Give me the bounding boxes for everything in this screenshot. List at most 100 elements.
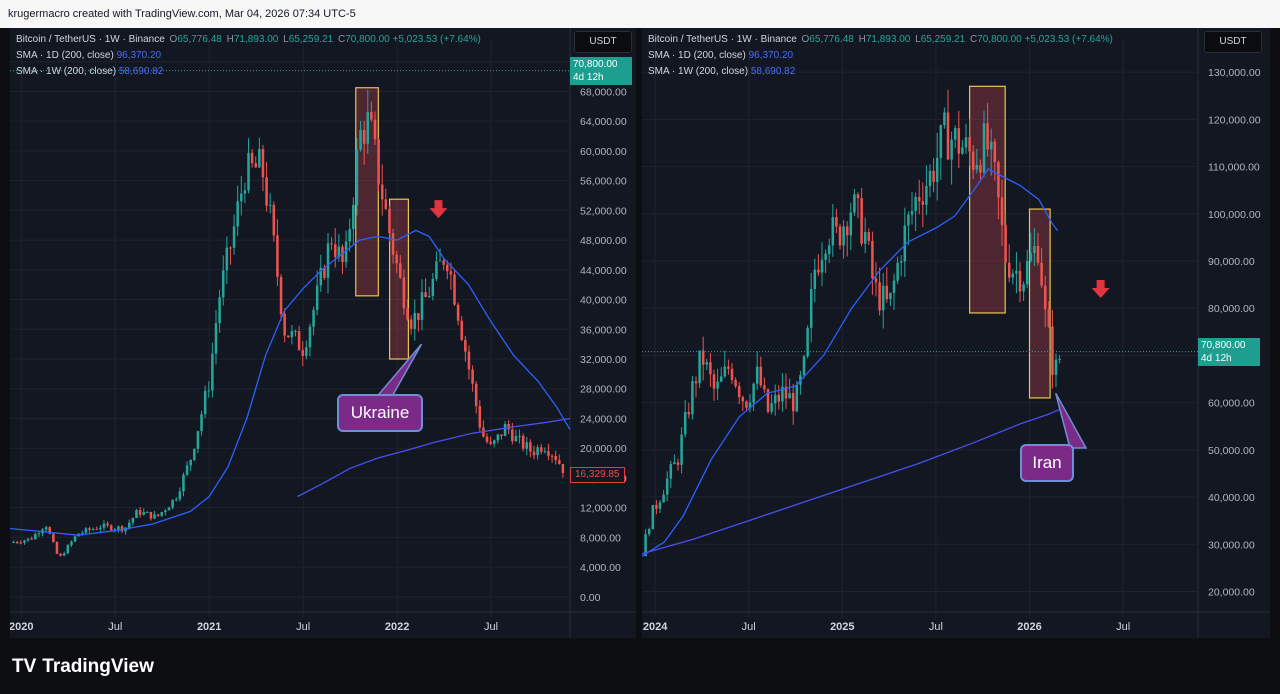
candle-body bbox=[189, 459, 192, 466]
candle-body bbox=[1022, 284, 1025, 292]
candle-body bbox=[511, 429, 514, 442]
candle-body bbox=[1007, 262, 1011, 278]
candle-body bbox=[431, 278, 435, 296]
symbol-legend-left: Bitcoin / TetherUS · 1W · Binance O65,77… bbox=[16, 34, 481, 45]
candle-body bbox=[982, 123, 986, 173]
candle-body bbox=[207, 390, 211, 392]
candle-body bbox=[737, 386, 741, 398]
candle-body bbox=[759, 366, 763, 386]
candle-body bbox=[1018, 270, 1022, 292]
sma-1d-label: SMA · 1D (200, close) bbox=[16, 50, 114, 61]
tradingview-logo[interactable]: TV TradingView bbox=[12, 656, 154, 678]
candle-body bbox=[265, 177, 268, 206]
candle-body bbox=[330, 243, 333, 245]
x-tick-label: 2021 bbox=[197, 621, 221, 633]
candle-body bbox=[489, 441, 492, 444]
candle-body bbox=[373, 119, 377, 140]
price-marker-label: 16,329.85 bbox=[570, 467, 625, 484]
high-key: H bbox=[226, 34, 234, 45]
callout-pointer bbox=[1054, 392, 1088, 449]
last-price-label-left: 70,800.00 4d 12h bbox=[570, 56, 632, 85]
x-tick-label: 2025 bbox=[830, 621, 854, 633]
candle-body bbox=[946, 112, 950, 160]
candle-body bbox=[849, 212, 853, 236]
candle-body bbox=[312, 309, 315, 327]
candle-body bbox=[953, 128, 957, 140]
candle-body bbox=[15, 541, 19, 543]
candle-body bbox=[442, 260, 445, 265]
candle-body bbox=[225, 247, 229, 271]
candle-body bbox=[268, 204, 272, 206]
low-value: 65,259.21 bbox=[920, 34, 966, 45]
y-tick-label: 56,000.00 bbox=[580, 176, 627, 188]
candle-body bbox=[88, 528, 91, 530]
candle-body bbox=[102, 523, 106, 528]
y-tick-label: 4,000.00 bbox=[580, 562, 621, 574]
currency-button-right[interactable]: USDT bbox=[1204, 31, 1262, 53]
candle-body bbox=[521, 435, 525, 449]
high-key: H bbox=[858, 34, 866, 45]
sma-1w-value: 58,690.82 bbox=[118, 66, 164, 77]
currency-button-left[interactable]: USDT bbox=[574, 31, 632, 53]
candle-body bbox=[809, 288, 813, 328]
bar-countdown: 4d 12h bbox=[573, 71, 604, 83]
candle-body bbox=[842, 226, 845, 246]
last-price: 70,800.00 bbox=[1201, 339, 1246, 351]
sma-1d-value: 96,370.20 bbox=[116, 50, 162, 61]
candle-body bbox=[730, 368, 734, 380]
close-value: 70,800.00 bbox=[977, 34, 1022, 45]
y-tick-label: 60,000.00 bbox=[580, 146, 627, 158]
candle-body bbox=[203, 390, 207, 415]
candle-body bbox=[979, 165, 982, 173]
candle-body bbox=[1000, 197, 1004, 225]
candle-body bbox=[673, 462, 676, 465]
y-tick-label: 20,000.00 bbox=[1208, 586, 1255, 598]
y-tick-label: 20,000.00 bbox=[580, 443, 627, 455]
candle-body bbox=[276, 235, 279, 277]
candle-body bbox=[950, 139, 953, 160]
candle-body bbox=[174, 499, 178, 501]
candle-body bbox=[989, 141, 993, 150]
candle-body bbox=[1004, 224, 1007, 263]
candle-body bbox=[352, 205, 355, 230]
candle-body bbox=[229, 247, 232, 249]
candle-body bbox=[543, 451, 547, 453]
candle-body bbox=[763, 385, 766, 390]
candle-body bbox=[456, 304, 460, 321]
sma-1w-value: 58,690.82 bbox=[750, 66, 796, 77]
candle-body bbox=[261, 149, 265, 178]
candle-body bbox=[719, 376, 723, 382]
candle-body bbox=[474, 383, 478, 407]
chart-canvas-left[interactable]: 72,000.0068,000.0064,000.0060,000.0056,0… bbox=[10, 28, 636, 638]
candle-body bbox=[471, 369, 474, 384]
x-tick-label: Jul bbox=[108, 621, 122, 633]
chart-panel-left[interactable]: 72,000.0068,000.0064,000.0060,000.0056,0… bbox=[10, 28, 636, 638]
candle-body bbox=[66, 545, 70, 554]
candle-body bbox=[37, 533, 41, 535]
candle-body bbox=[496, 434, 500, 441]
candle-body bbox=[167, 507, 171, 511]
candle-body bbox=[127, 522, 131, 528]
candle-body bbox=[896, 262, 899, 281]
candle-body bbox=[106, 523, 109, 526]
candle-body bbox=[741, 397, 745, 402]
candle-body bbox=[308, 326, 312, 348]
chart-panel-right[interactable]: 130,000.00 120,000.00 110,000.00 100,000.00… bbox=[642, 28, 1270, 638]
candle-body bbox=[326, 243, 330, 278]
last-price: 70,800.00 bbox=[573, 58, 618, 70]
candle-body bbox=[232, 226, 236, 248]
candle-body bbox=[211, 353, 214, 391]
candle-body bbox=[925, 186, 928, 205]
candle-body bbox=[384, 199, 388, 209]
candle-body bbox=[788, 393, 791, 399]
candle-body bbox=[294, 331, 297, 333]
sma-1d-legend-right: SMA · 1D (200, close) 96,370.20 bbox=[648, 50, 793, 61]
bar-countdown: 4d 12h bbox=[1201, 352, 1232, 364]
candle-body bbox=[885, 285, 889, 300]
candle-body bbox=[665, 478, 669, 495]
candle-body bbox=[777, 394, 781, 402]
candle-body bbox=[344, 241, 348, 263]
candle-body bbox=[55, 542, 59, 554]
chart-canvas-right[interactable]: 130,000.00 120,000.00 110,000.00 100,000.00… bbox=[642, 28, 1270, 638]
candle-body bbox=[773, 394, 777, 404]
